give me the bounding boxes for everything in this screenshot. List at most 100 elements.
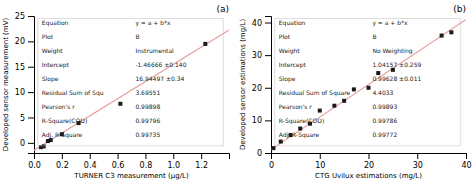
table-key: Plot	[279, 33, 291, 40]
tick-mark	[265, 55, 271, 56]
table-value: B	[372, 33, 376, 40]
tick-mark	[145, 153, 146, 159]
tick-label: 15	[15, 63, 25, 72]
tick-mark	[28, 117, 34, 118]
fit-line	[271, 20, 466, 150]
table-key: Intercept	[42, 61, 70, 69]
table-value: 0.99893	[372, 103, 397, 110]
tick-label: 0	[20, 139, 25, 148]
tick-label: 20	[15, 37, 25, 46]
x-axis-label: CTG Uvilux estimations (mg/L)	[315, 172, 422, 180]
tick: 0	[257, 149, 271, 158]
table-key: Adj. R-Square	[279, 131, 320, 139]
tick: 20	[364, 153, 374, 170]
point	[49, 138, 53, 142]
point	[203, 42, 207, 46]
y-axis: 0 5 10 15 20 25	[15, 12, 35, 153]
point	[318, 109, 322, 113]
x-axis-label: TURNER C3 measurement (μg/L)	[73, 172, 189, 180]
y-axis-label: Developed sensor estimations (mg/L)	[239, 19, 247, 150]
table-key: Equation	[279, 19, 306, 27]
tick-mark	[320, 153, 321, 159]
tick: 25	[15, 12, 34, 21]
tick: 1.0	[167, 153, 180, 170]
figure: 0.0 0.2 0.4 0.6 0.8 1.0 1.2 0 5 10 15 20 25 TURNER C3…	[0, 0, 474, 181]
panel: 0 10 20 30 40 0 10 20 30 40 CTG Uvilux estimations…	[239, 4, 472, 180]
tick: 10	[15, 88, 34, 97]
table-value: B	[135, 33, 139, 40]
tick: 5	[20, 114, 34, 123]
tick-mark	[90, 153, 91, 159]
point	[42, 144, 46, 148]
stats-table: Equationy = a + b*xPlotBWeightNo Weighti…	[275, 19, 460, 146]
table-value: 0.99898	[135, 103, 160, 110]
table-value: 0.99786	[372, 117, 397, 124]
tick-mark	[62, 153, 63, 159]
tick: 30	[252, 51, 271, 60]
table-value: 16.94497 ±0.34	[135, 75, 184, 82]
tick-label: 0.4	[84, 161, 97, 170]
tick-label: 0	[269, 161, 274, 170]
tick-mark	[265, 88, 271, 89]
tick-label: 0.6	[112, 161, 125, 170]
table-value: 0.99772	[372, 131, 397, 138]
tick: 0.4	[84, 153, 97, 170]
table-key: R-Square(COD)	[279, 117, 324, 125]
table-value: 3.69551	[135, 89, 160, 96]
tick-mark	[28, 92, 34, 93]
tick-mark	[265, 120, 271, 121]
point	[118, 102, 122, 106]
tick-label: 40	[252, 19, 262, 28]
tick: 10	[252, 116, 271, 125]
axis-line	[272, 154, 467, 160]
tick-label: 30	[252, 51, 262, 60]
tick-label: 40	[461, 161, 471, 170]
point	[449, 30, 453, 34]
point	[332, 104, 336, 108]
point	[279, 140, 283, 144]
plot-area	[34, 30, 229, 150]
tick-mark	[201, 153, 202, 159]
axis-line	[35, 154, 230, 160]
tick: 15	[15, 63, 34, 72]
table-key: Slope	[279, 75, 296, 83]
tick-label: 0	[257, 149, 262, 158]
tick-mark	[28, 16, 34, 17]
table-key: Pearson's r	[42, 103, 76, 110]
table-key: Residual Sum of Squ	[42, 89, 104, 97]
tick-label: 1.0	[167, 161, 180, 170]
fit-line	[34, 30, 229, 150]
tick-mark	[466, 153, 467, 159]
table-box	[38, 19, 223, 146]
table-key: Adj. R-Square	[42, 131, 83, 139]
tick: 0	[269, 153, 274, 170]
table-value: 0.99735	[135, 131, 160, 138]
axis-line	[28, 17, 35, 154]
table-value: 4.4033	[372, 89, 393, 96]
tick: 30	[413, 153, 423, 170]
table-value: Instrumental	[135, 47, 174, 54]
tick-label: 0.0	[28, 161, 41, 170]
point	[440, 34, 444, 38]
tick-mark	[265, 23, 271, 24]
table-key: R-Square(COD)	[42, 117, 87, 125]
tick-label: 20	[364, 161, 374, 170]
tick: 20	[15, 37, 34, 46]
tick: 10	[315, 153, 325, 170]
tick-label: 0.8	[140, 161, 153, 170]
tick-mark	[173, 153, 174, 159]
tick-mark	[118, 153, 119, 159]
tick-mark	[265, 153, 271, 154]
table-value: 1.04157 ±0.259	[372, 61, 421, 68]
tick-mark	[369, 153, 370, 159]
tick-label: 25	[15, 12, 25, 21]
point	[342, 99, 346, 103]
tick-label: 10	[315, 161, 325, 170]
panel-label: (b)	[453, 4, 466, 14]
y-axis-label: Developed sensor measurement (mV)	[2, 18, 10, 152]
tick: 0.2	[56, 153, 69, 170]
tick-label: 1.2	[195, 161, 208, 170]
axis-line	[265, 17, 272, 154]
tick-label: 20	[252, 84, 262, 93]
tick: 0	[20, 139, 34, 148]
